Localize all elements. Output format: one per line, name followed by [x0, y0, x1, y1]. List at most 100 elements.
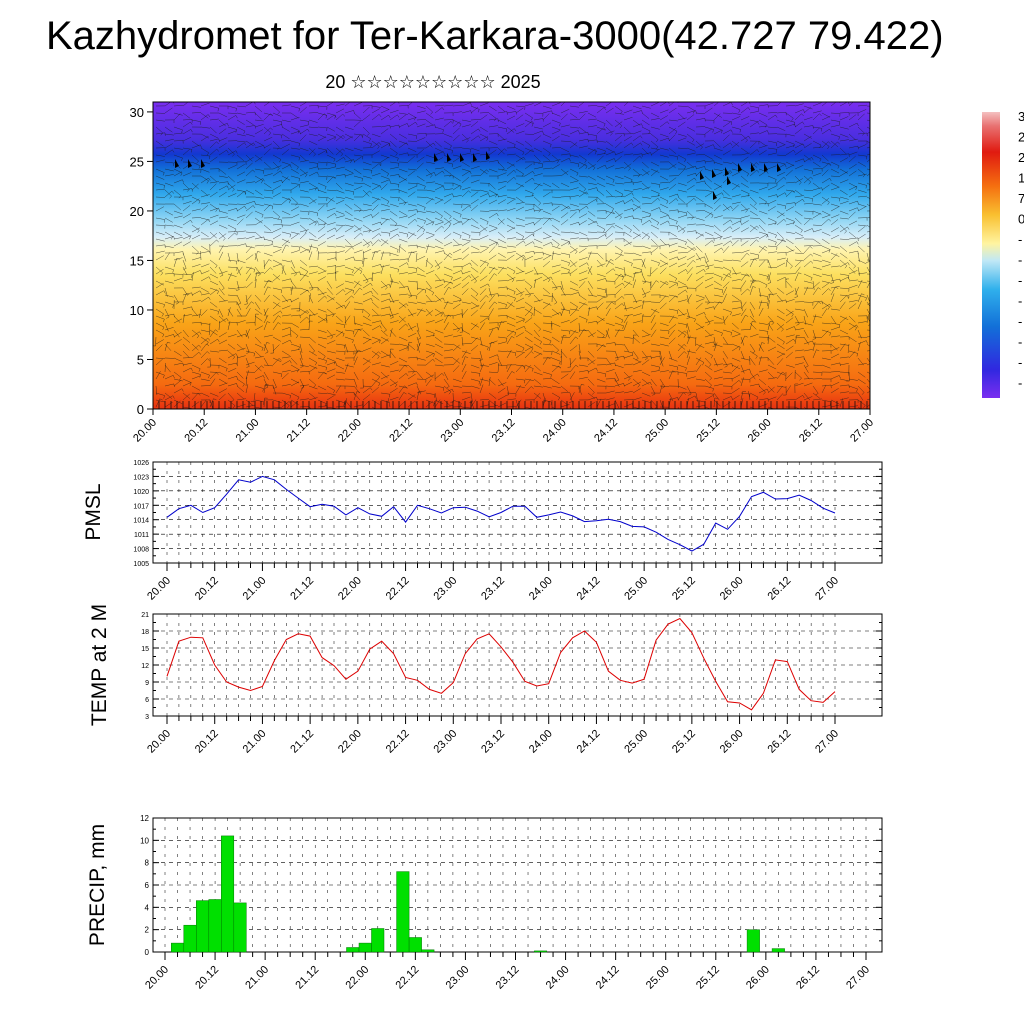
pmsl-ytick-label: 1005: [133, 561, 149, 568]
precip-xtick-label: 20.12: [193, 964, 221, 992]
pmsl-xtick-label: 21.12: [288, 575, 316, 603]
wind-flag: [738, 163, 742, 172]
pmsl-ytick-label: 1023: [133, 474, 149, 481]
wind-flag: [460, 153, 464, 162]
wind-flag: [486, 151, 490, 160]
precip-xtick-label: 26.00: [744, 964, 772, 992]
pmsl-xtick-label: 20.12: [193, 575, 221, 603]
pmsl-xtick-label: 23.00: [431, 575, 459, 603]
precip-bar: [196, 900, 210, 953]
precip-xtick-label: 23.00: [444, 964, 472, 992]
wind-flag: [700, 171, 704, 180]
wind-flag: [473, 153, 477, 162]
temp-xtick-label: 23.00: [431, 728, 459, 756]
precip-panel: 0 2 4 6 8 10 12 20.00 20.12 21.00 21.12 22.00 22.12 2…: [86, 814, 883, 992]
colorbar-label: 0: [1018, 212, 1024, 227]
precip-ytick-label: 4: [145, 903, 150, 912]
precip-bar: [746, 929, 760, 953]
section-xtick-label: 22.12: [387, 417, 415, 445]
temp-ytick-label: 3: [145, 714, 149, 721]
pmsl-xtick-label: 20.00: [145, 575, 173, 603]
temp-xtick-label: 27.00: [813, 728, 841, 756]
pmsl-xtick-label: 25.00: [622, 575, 650, 603]
temp-xtick-label: 22.12: [384, 728, 412, 756]
section-xtick-label: 22.00: [336, 417, 364, 445]
colorbar-label: -: [1018, 314, 1022, 329]
colorbar-label: 1: [1018, 171, 1024, 186]
cross-section-panel: 0 5 10 15 20 25 30 20.00 20.12 21.00 21.12 22.00 22…: [130, 101, 876, 445]
wind-flag: [175, 159, 179, 168]
precip-bar: [233, 902, 247, 953]
pmsl-ytick-label: 1014: [133, 518, 149, 525]
pmsl-ytick-label: 1011: [134, 532, 149, 539]
precip-bar: [396, 871, 410, 953]
wind-flag: [447, 153, 451, 162]
temp-xtick-label: 24.12: [575, 728, 603, 756]
pmsl-ytick-label: 1020: [133, 489, 149, 496]
colorbar-label: 3: [1018, 109, 1024, 124]
wind-flag: [712, 169, 716, 178]
pmsl-xtick-label: 22.00: [336, 575, 364, 603]
temp-xtick-label: 20.00: [145, 728, 173, 756]
precip-bar: [771, 948, 785, 953]
precip-xtick-label: 23.12: [494, 964, 522, 992]
section-xtick-label: 25.00: [643, 417, 671, 445]
pmsl-frame: [152, 461, 883, 564]
precip-xtick-label: 20.00: [143, 964, 171, 992]
pmsl-xtick-label: 27.00: [813, 575, 841, 603]
temp-xtick-label: 21.00: [241, 728, 269, 756]
section-xtick-label: 23.12: [490, 417, 518, 445]
colorbar-label: -: [1018, 294, 1022, 309]
precip-bar: [408, 937, 422, 953]
precip-xtick-label: 26.12: [794, 964, 822, 992]
temp-series-line: [166, 617, 836, 711]
colorbar-label: -: [1018, 232, 1022, 247]
precip-bar: [183, 924, 197, 953]
wind-flag: [764, 163, 768, 172]
temp-xtick-label: 20.12: [193, 728, 221, 756]
pmsl-xtick-label: 26.12: [765, 575, 793, 603]
pmsl-ytick-label: 1017: [133, 503, 149, 510]
pmsl-ylabel: PMSL: [82, 483, 105, 540]
section-xtick-label: 24.12: [592, 417, 620, 445]
precip-xtick-label: 21.12: [293, 964, 321, 992]
section-xtick-label: 23.00: [438, 417, 466, 445]
precip-ytick-label: 12: [140, 814, 149, 823]
section-ytick-label: 25: [130, 154, 144, 169]
precip-ytick-label: 8: [145, 859, 150, 868]
pmsl-xtick-label: 23.12: [479, 575, 507, 603]
temp-ytick-label: 9: [145, 680, 149, 687]
wind-barbs: [153, 102, 870, 409]
section-xtick-label: 21.12: [285, 417, 313, 445]
colorbar-label: 2: [1018, 150, 1024, 165]
precip-bar: [358, 942, 372, 953]
section-xtick-label: 20.12: [182, 417, 210, 445]
precip-bar: [208, 899, 222, 953]
section-xtick-label: 27.00: [848, 417, 876, 445]
temp-xtick-label: 23.12: [479, 728, 507, 756]
pmsl-panel: 1005 1008 1011 1014 1017 1020 1023 1026 20.00 20.…: [82, 460, 883, 603]
temp-xtick-label: 24.00: [527, 728, 555, 756]
pmsl-ytick-label: 1008: [133, 547, 149, 554]
section-xtick-label: 25.12: [695, 417, 723, 445]
precip-bar: [371, 928, 385, 953]
precip-xtick-label: 22.12: [394, 964, 422, 992]
section-ytick-label: 0: [137, 402, 144, 417]
temp-xtick-label: 26.12: [765, 728, 793, 756]
temp-xtick-label: 22.00: [336, 728, 364, 756]
section-xtick-label: 26.00: [746, 417, 774, 445]
precip-xtick-label: 24.00: [544, 964, 572, 992]
cross-section-field: [153, 102, 870, 409]
precip-ytick-label: 2: [145, 926, 150, 935]
wind-flag: [727, 176, 731, 185]
colorbar-label: -: [1018, 376, 1022, 391]
precip-bar: [534, 950, 548, 953]
temp-ytick-label: 12: [141, 663, 149, 670]
temp-ytick-label: 21: [141, 612, 149, 619]
precip-bar: [346, 947, 360, 953]
temp-ylabel: TEMP at 2 M: [88, 604, 111, 726]
colorbar-label: -: [1018, 335, 1022, 350]
temp-ytick-label: 6: [145, 697, 149, 704]
precip-bar: [421, 949, 435, 953]
pmsl-series-line: [166, 475, 836, 552]
